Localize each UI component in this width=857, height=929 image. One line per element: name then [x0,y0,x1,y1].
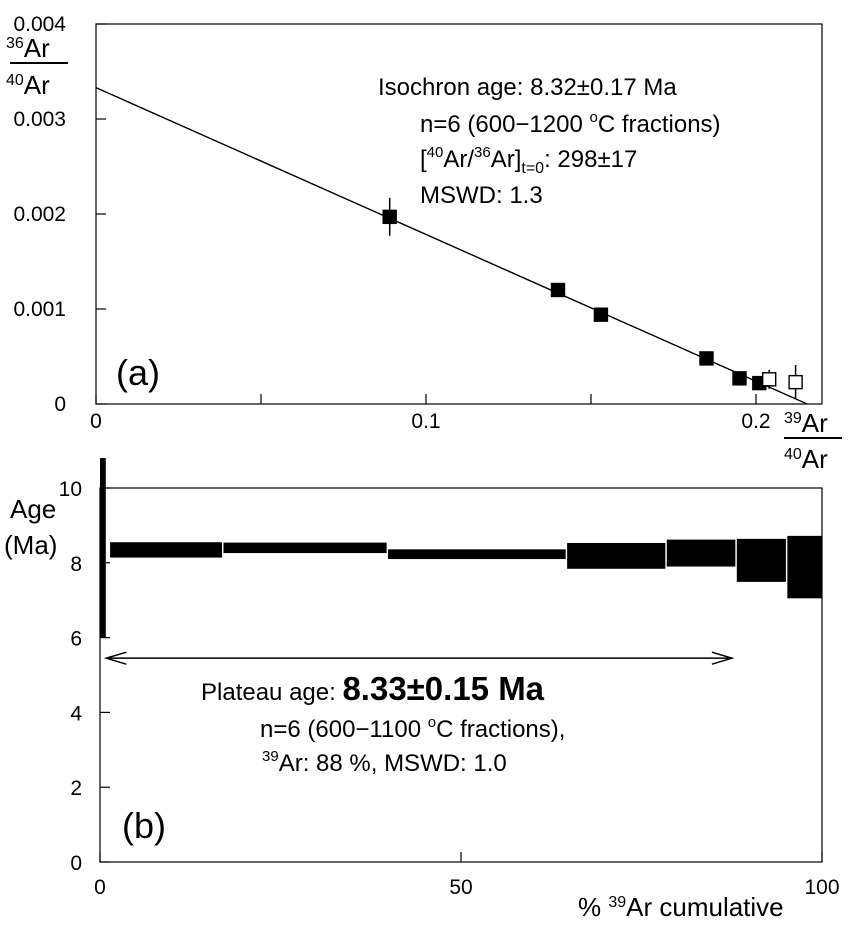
isochron-y-label-denominator: 40Ar [6,70,50,100]
age-spectrum-y-tick-label: 4 [70,702,82,725]
isochron-x-tick-label: 0.2 [741,410,770,433]
panel-a-label: (a) [116,352,160,393]
age-spectrum-y-tick-label: 6 [70,628,82,651]
plateau-arrow [103,651,735,665]
isochron-x-label-numerator: 39Ar [784,408,828,438]
age-spectrum-x-axis-label: % 39Ar cumulative [578,892,784,922]
isochron-y-tick-label: 0.004 [13,13,66,36]
age-y-label-line-1: Age [10,494,56,524]
age-spectrum-step [110,542,223,558]
isochron-y-tick-label: 0.002 [13,203,66,226]
isochron-point-open [762,372,777,387]
isochron-x-axis-label: 39Ar 40Ar [784,408,842,474]
age-spectrum-step [388,549,566,560]
plateau-age-text: Plateau age: 8.33±0.15 Ma [201,670,545,707]
isochron-x-tick-label: 0 [90,410,102,433]
isochron-x-label-denominator: 40Ar [784,444,828,474]
isochron-points [382,197,803,400]
isochron-y-tick-label: 0.001 [13,298,66,321]
isochron-point-filled [593,307,609,322]
age-spectrum-step [100,458,106,638]
isochron-mswd-text: MSWD: 1.3 [420,182,543,209]
isochron-n-text: n=6 (600−1200 oC fractions) [420,109,721,138]
isochron-annotation: Isochron age: 8.32±0.17 Ma n=6 (600−1200… [378,74,721,209]
age-spectrum-step [787,535,822,599]
age-spectrum-x-tick-label: 50 [449,876,472,899]
isochron-age-text: Isochron age: 8.32±0.17 Ma [378,74,677,101]
age-spectrum-step [567,542,666,569]
isochron-point-filled [550,282,566,298]
isochron-point-filled [732,371,747,386]
age-spectrum-x-tick-label: 0 [94,876,106,899]
age-spectrum-step [666,539,736,567]
age-spectrum-steps [100,458,822,638]
isochron-x-ticks: 0 0.1 0.2 [90,394,771,433]
isochron-point-filled [699,351,714,366]
age-spectrum-x-ticks: 0 50 100 [94,852,840,899]
age-y-label-line-2: (Ma) [4,530,57,560]
isochron-regression-line [95,87,808,405]
age-spectrum-y-tick-label: 10 [59,478,82,501]
isochron-y-tick-label: 0.003 [13,108,66,131]
isochron-x-tick-label: 0.1 [411,410,440,433]
age-spectrum-x-tick-label: 100 [804,876,839,899]
age-spectrum-y-tick-label: 8 [70,553,82,576]
isochron-y-label-numerator: 36Ar [6,33,50,63]
plateau-arrow-head-left [103,651,127,665]
panel-b-label: (b) [122,805,166,846]
age-spectrum-y-tick-label: 2 [70,777,82,800]
isochron-y-ticks: 0 0.001 0.002 0.003 0.004 [13,13,106,416]
age-spectrum-panel: 0 50 100 0 2 4 6 8 10 Age (Ma) Plateau age: 8.3… [4,458,840,922]
age-spectrum-step [736,538,786,582]
isochron-point-filled [382,209,397,225]
plateau-annotation: Plateau age: 8.33±0.15 Ma n=6 (600−1100 … [201,670,565,777]
isochron-initial-ratio-text: [40Ar/36Ar]t=0: 298±17 [420,144,637,177]
isochron-line-group [95,87,808,405]
isochron-y-tick-label: 0 [54,393,66,416]
age-spectrum-step [223,542,387,554]
age-spectrum-y-ticks: 0 2 4 6 8 10 [59,478,110,875]
plateau-ar-mswd-text: 39Ar: 88 %, MSWD: 1.0 [262,748,507,777]
age-spectrum-y-tick-label: 0 [70,852,82,875]
isochron-y-axis-label: 36Ar 40Ar [6,33,68,100]
plateau-n-text: n=6 (600−1100 oC fractions), [260,714,565,743]
isochron-point-open [788,374,803,390]
plateau-arrow-head-right [711,651,735,665]
